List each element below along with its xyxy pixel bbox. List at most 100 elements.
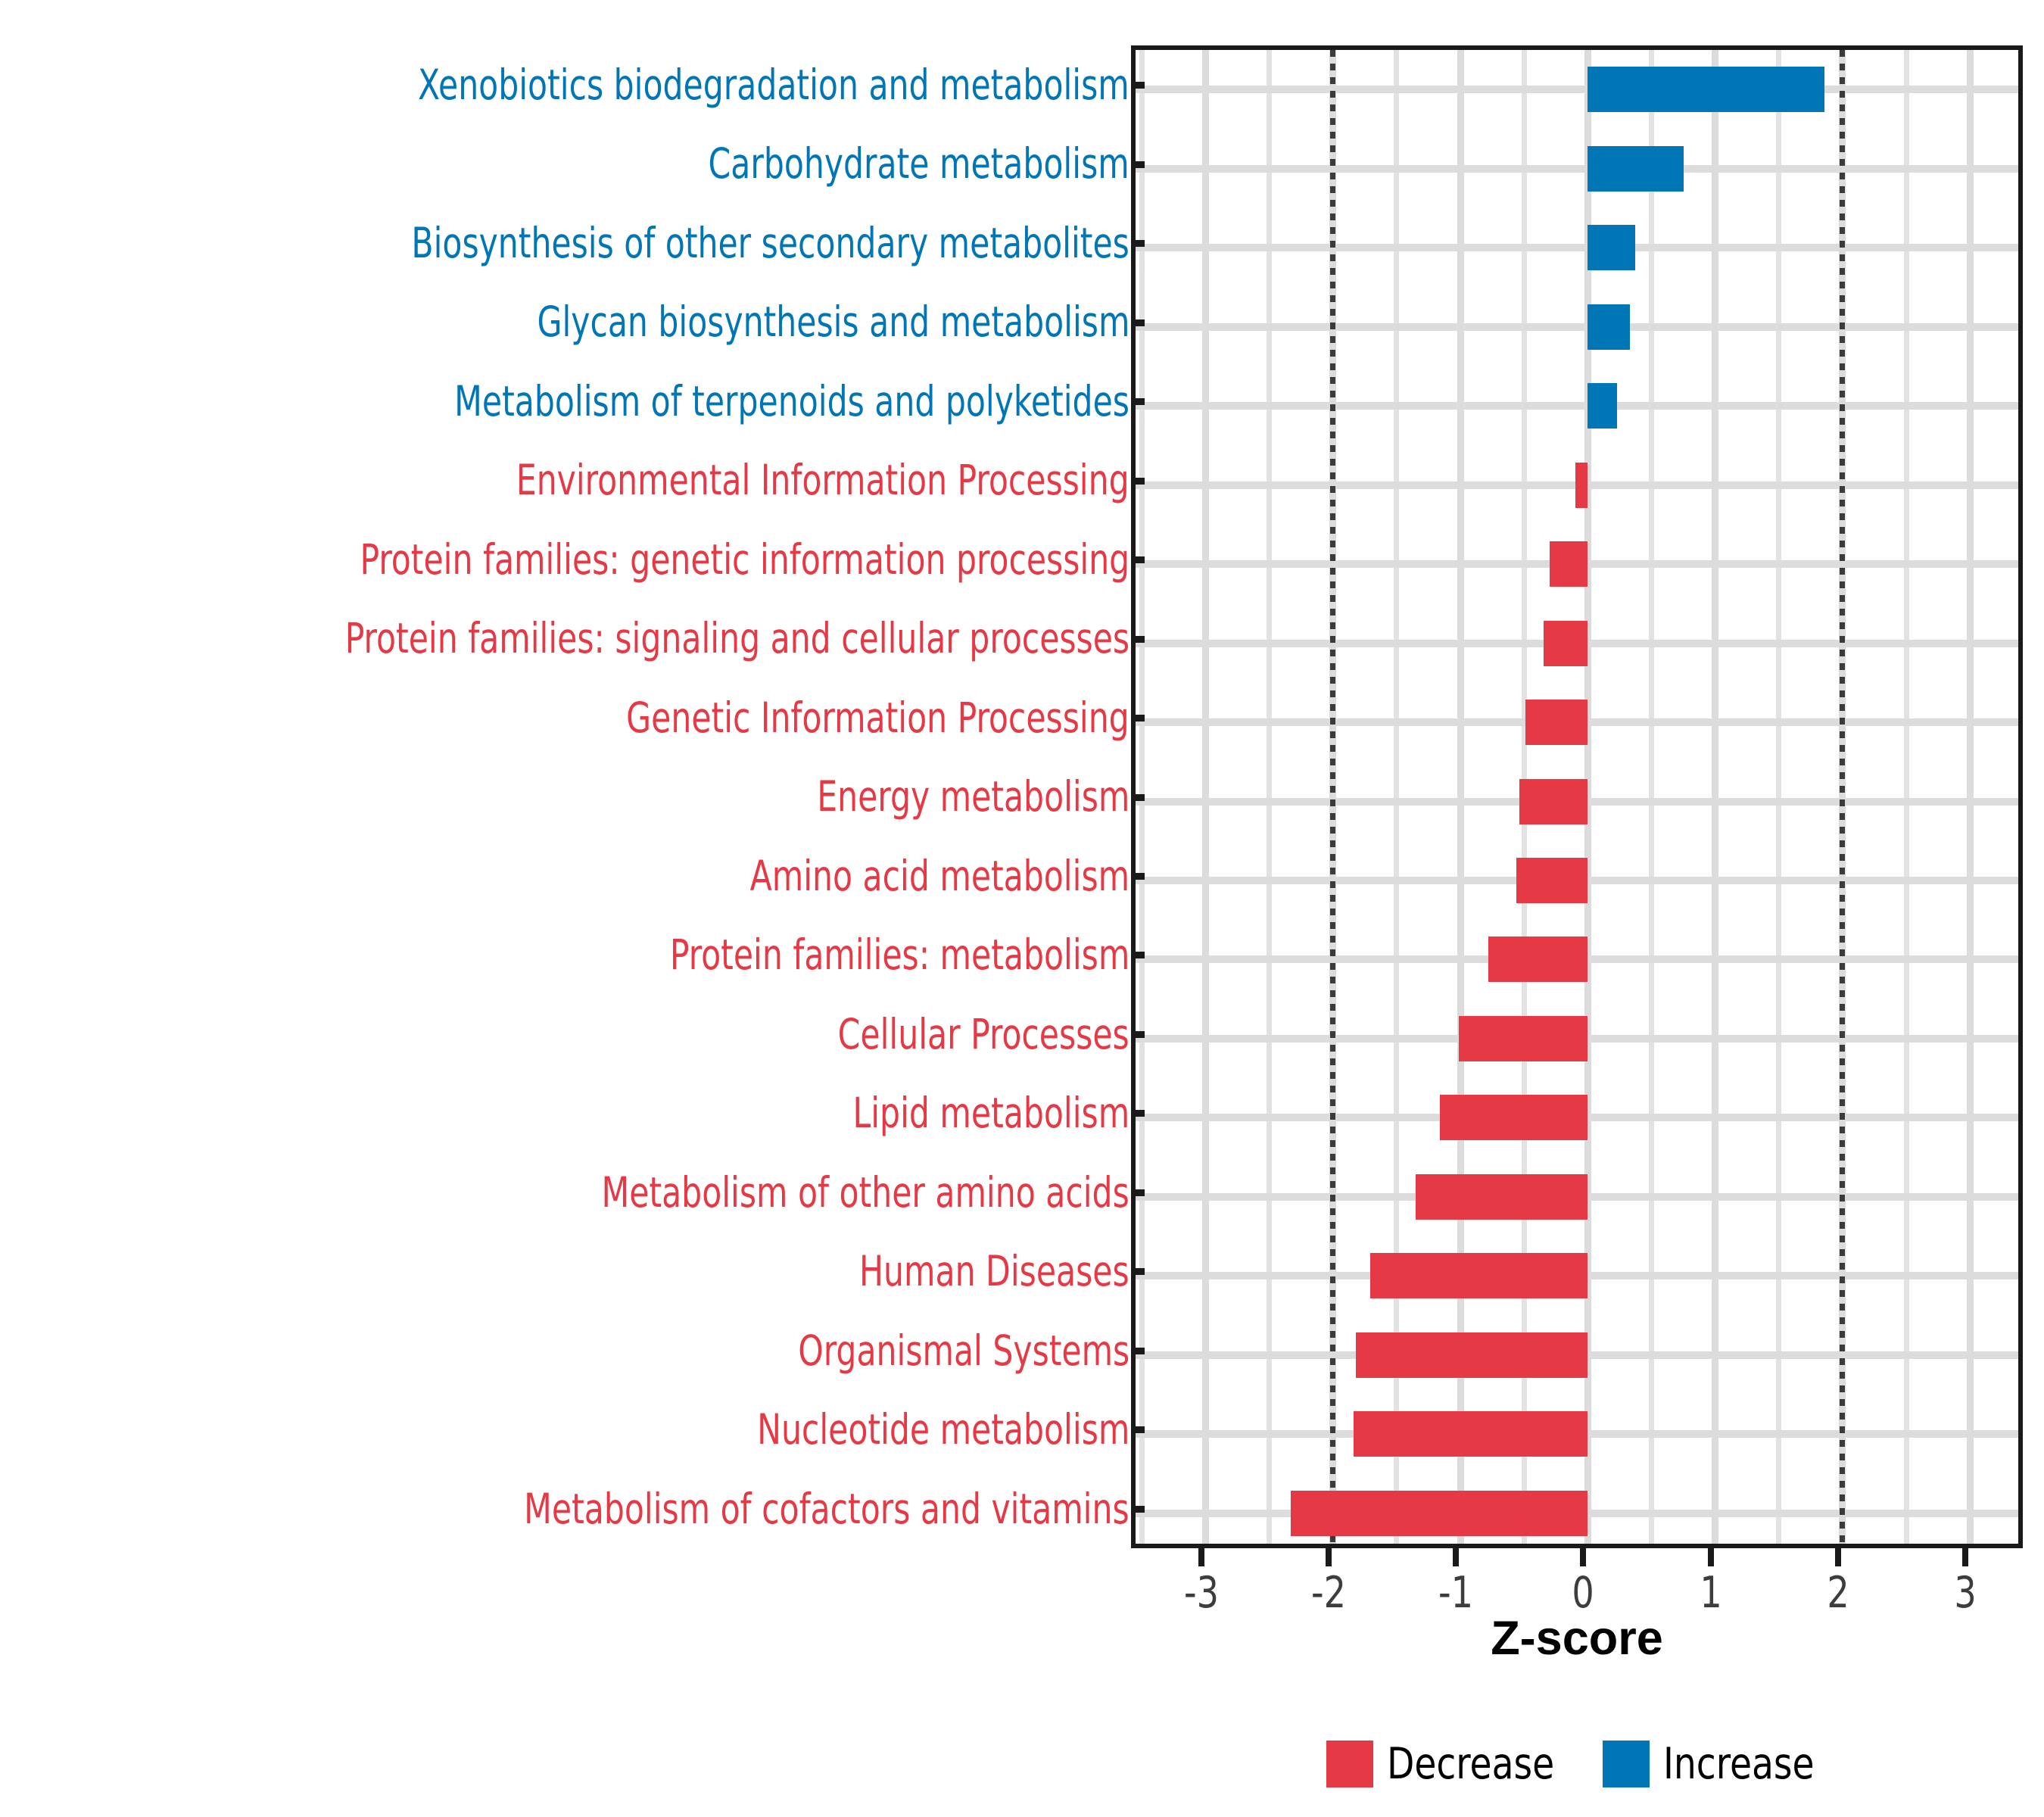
gridline-horizontal — [1136, 164, 2018, 173]
category-label: Metabolism of cofactors and vitamins — [524, 1484, 1129, 1533]
category-label: Protein families: metabolism — [669, 930, 1129, 980]
y-axis-tick — [1132, 872, 1145, 880]
x-axis-tick-label: -3 — [1183, 1568, 1219, 1618]
bar — [1525, 700, 1588, 746]
y-axis-tick — [1132, 715, 1145, 722]
category-label: Amino acid metabolism — [749, 851, 1129, 900]
bar — [1353, 1411, 1588, 1457]
bar — [1356, 1332, 1588, 1378]
x-axis-tick-label: -2 — [1310, 1568, 1346, 1618]
category-label: Organismal Systems — [798, 1326, 1129, 1375]
x-axis-tick-label: 2 — [1827, 1568, 1849, 1618]
x-axis-tick-label: 3 — [1954, 1568, 1977, 1618]
gridline-vertical — [1903, 50, 1909, 1544]
legend-item: Decrease — [1326, 1739, 1569, 1789]
category-axis-labels: Xenobiotics biodegradation and metabolis… — [0, 45, 1129, 1548]
category-label: Nucleotide metabolism — [756, 1405, 1129, 1454]
x-axis-tick — [1198, 1548, 1204, 1566]
bar — [1588, 67, 1825, 113]
category-label: Energy metabolism — [816, 772, 1129, 821]
gridline-horizontal — [1136, 402, 2018, 410]
gridline-vertical — [1202, 50, 1210, 1544]
x-axis-tick-label: 0 — [1572, 1568, 1595, 1618]
plot-panel — [1131, 45, 2023, 1548]
gridline-vertical — [1649, 50, 1655, 1544]
legend: Decrease Increase — [1131, 1730, 2023, 1798]
bar — [1440, 1095, 1588, 1141]
bar — [1549, 541, 1588, 587]
gridline-vertical — [1966, 50, 1974, 1544]
y-axis-tick — [1132, 240, 1145, 248]
y-axis-tick — [1132, 635, 1145, 643]
x-axis-tick-label: 1 — [1700, 1568, 1722, 1618]
y-axis-tick — [1132, 1268, 1145, 1276]
bar — [1459, 1015, 1588, 1061]
category-label: Glycan biosynthesis and metabolism — [537, 298, 1129, 347]
category-label: Metabolism of other amino acids — [601, 1167, 1129, 1217]
x-axis-tick — [1453, 1548, 1460, 1566]
y-axis-tick — [1132, 161, 1145, 168]
category-label: Xenobiotics biodegradation and metabolis… — [418, 61, 1129, 109]
x-axis-tick — [1707, 1548, 1714, 1566]
legend-label: Decrease — [1387, 1739, 1555, 1789]
category-label: Protein families: genetic information pr… — [360, 535, 1129, 584]
x-axis-tick — [1580, 1548, 1587, 1566]
bar — [1575, 462, 1588, 508]
category-label: Biosynthesis of other secondary metaboli… — [411, 218, 1129, 267]
gridline-vertical — [1584, 50, 1591, 1544]
bar — [1543, 620, 1588, 666]
legend-color-swatch — [1602, 1741, 1650, 1787]
reference-line — [1840, 50, 1846, 1544]
y-axis-tick — [1132, 82, 1145, 89]
legend-color-swatch — [1326, 1741, 1374, 1787]
gridline-horizontal — [1136, 86, 2018, 94]
y-axis-tick — [1132, 477, 1145, 485]
bar — [1291, 1490, 1588, 1536]
plot-area — [1136, 50, 2018, 1544]
category-label: Metabolism of terpenoids and polyketides — [454, 376, 1129, 425]
y-axis-tick — [1132, 556, 1145, 564]
category-label: Carbohydrate metabolism — [708, 139, 1129, 189]
x-axis: -3 -2 -1 0 1 2 3 — [1131, 1548, 2023, 1662]
y-axis-tick — [1132, 1426, 1145, 1434]
gridline-vertical — [1776, 50, 1782, 1544]
legend-label: Increase — [1662, 1739, 1815, 1789]
gridline-horizontal — [1136, 323, 2018, 331]
y-axis-tick — [1132, 1347, 1145, 1354]
y-axis-tick — [1132, 1110, 1145, 1117]
y-axis-tick — [1132, 319, 1145, 326]
bar — [1588, 145, 1684, 192]
y-axis-tick — [1132, 1030, 1145, 1038]
bar — [1519, 778, 1588, 824]
reference-line — [1330, 50, 1336, 1544]
bar — [1588, 383, 1618, 429]
gridline-vertical — [1712, 50, 1719, 1544]
y-axis-tick — [1132, 952, 1145, 959]
bar — [1516, 857, 1588, 903]
x-axis-tick — [1325, 1548, 1332, 1566]
y-axis-tick — [1132, 1505, 1145, 1513]
gridline-vertical — [1267, 50, 1273, 1544]
bar — [1416, 1173, 1588, 1220]
bar — [1369, 1253, 1588, 1299]
category-label: Environmental Information Processing — [516, 456, 1129, 505]
category-label: Human Diseases — [859, 1247, 1129, 1296]
bar — [1588, 304, 1630, 350]
x-axis-tick — [1834, 1548, 1841, 1566]
category-label: Protein families: signaling and cellular… — [344, 614, 1129, 663]
category-label: Lipid metabolism — [852, 1089, 1129, 1138]
gridline-vertical — [1457, 50, 1464, 1544]
bar — [1588, 225, 1635, 271]
gridline-vertical — [1394, 50, 1400, 1544]
legend-item: Increase — [1602, 1739, 1827, 1789]
x-axis-title: Z-score — [1491, 1612, 1663, 1665]
gridline-horizontal — [1136, 244, 2018, 252]
x-axis-tick — [1962, 1548, 1969, 1566]
category-label: Genetic Information Processing — [626, 693, 1129, 742]
y-axis-tick — [1132, 793, 1145, 801]
bar — [1488, 937, 1588, 983]
category-label: Cellular Processes — [837, 1009, 1129, 1058]
y-axis-tick — [1132, 398, 1145, 406]
x-axis-tick-label: -1 — [1438, 1568, 1474, 1618]
